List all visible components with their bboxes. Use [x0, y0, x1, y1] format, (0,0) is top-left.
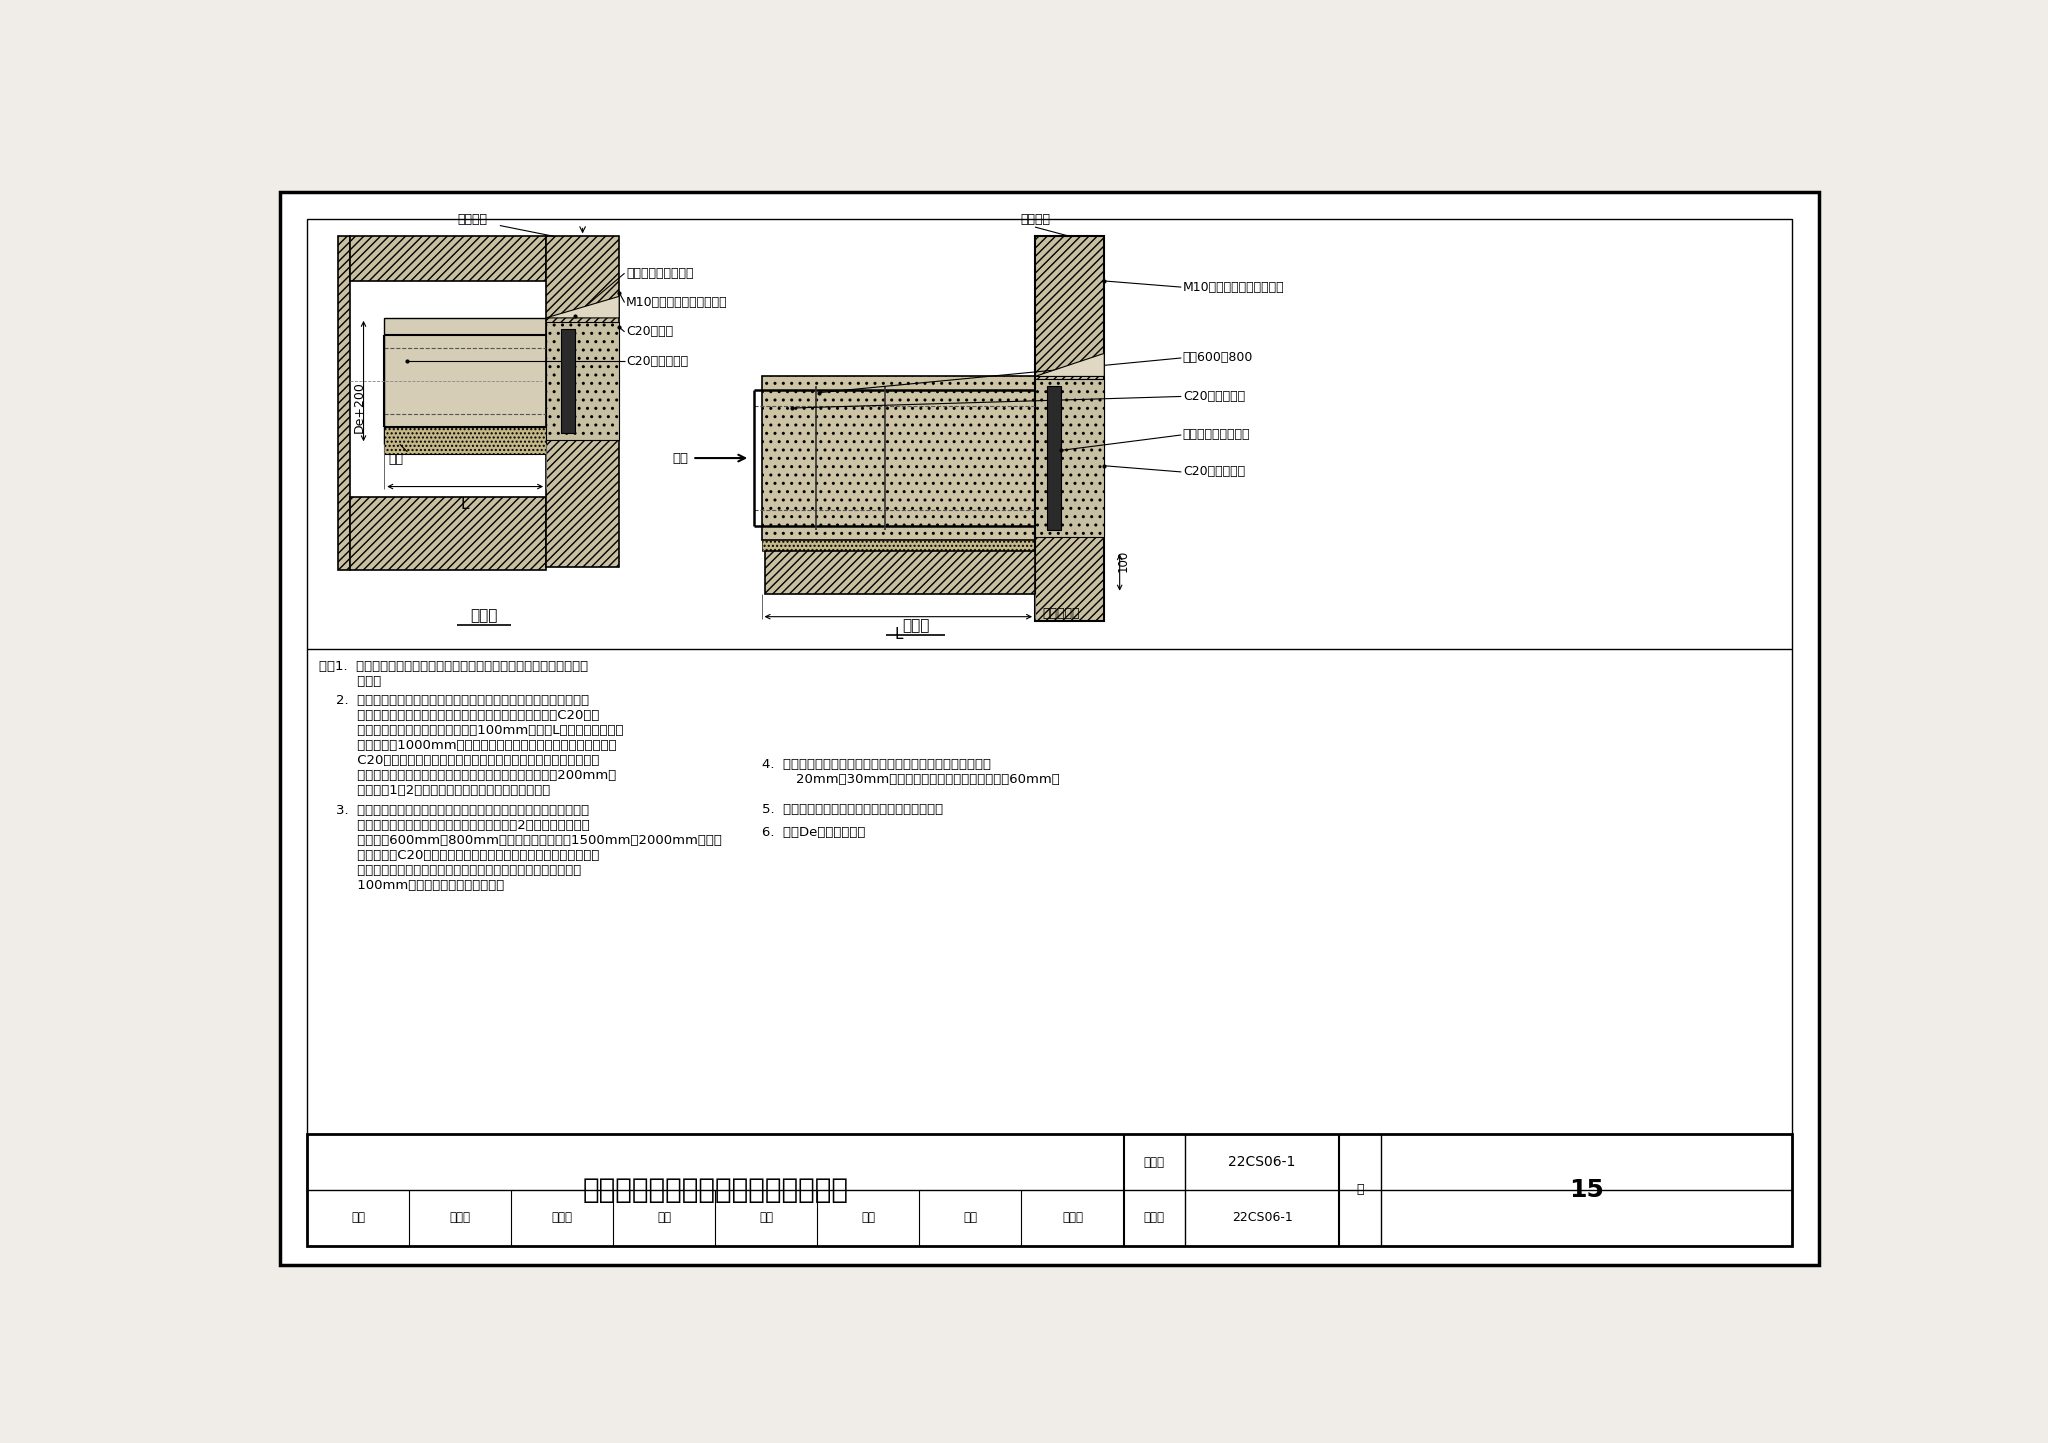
Text: 短管长度600mm～800mm；过渡段总长度宜为1500mm～2000mm。连接: 短管长度600mm～800mm；过渡段总长度宜为1500mm～2000mm。连接 — [319, 834, 721, 847]
Text: 查井。: 查井。 — [319, 675, 381, 688]
Text: C20现浇混凝土: C20现浇混凝土 — [1184, 466, 1245, 479]
Bar — [1034, 237, 1104, 622]
Text: L: L — [461, 498, 469, 512]
Text: M10防水水泥砂浆抹三角灰: M10防水水泥砂浆抹三角灰 — [1184, 280, 1284, 293]
Text: 径且不小于1000mm，下方与井底板浇成一体，强度等级不得低于: 径且不小于1000mm，下方与井底板浇成一体，强度等级不得低于 — [319, 739, 616, 752]
Text: 22CS06-1: 22CS06-1 — [1229, 1154, 1296, 1169]
Text: M10防水水泥砂浆抹三角灰: M10防水水泥砂浆抹三角灰 — [627, 296, 727, 309]
Bar — [1034, 378, 1104, 537]
Text: 接口采用1：2内掺膨胀剂的水泥砂浆填实洞口空隙。: 接口采用1：2内掺膨胀剂的水泥砂浆填实洞口空隙。 — [319, 785, 551, 798]
Bar — [766, 551, 1034, 593]
Bar — [1047, 385, 1061, 531]
Text: C20混凝土包封: C20混凝土包封 — [627, 355, 688, 368]
Bar — [385, 427, 547, 455]
Text: 费喆: 费喆 — [760, 1211, 774, 1224]
Text: De+200: De+200 — [352, 381, 367, 433]
Text: 审核: 审核 — [352, 1211, 365, 1224]
Text: 王令之: 王令之 — [551, 1211, 573, 1224]
Text: 遇水膨胀橡胶密封圈: 遇水膨胀橡胶密封圈 — [1184, 429, 1251, 442]
Bar — [547, 322, 618, 440]
Bar — [350, 496, 547, 570]
Polygon shape — [385, 317, 547, 444]
Text: 刘洪令: 刘洪令 — [1063, 1211, 1083, 1224]
Text: （二）: （二） — [901, 619, 930, 633]
Text: 图集号: 图集号 — [1145, 1211, 1165, 1224]
Text: 100: 100 — [1116, 550, 1128, 573]
Text: 20mm～30mm；采用顶进施工时，可为管外径加60mm。: 20mm～30mm；采用顶进施工时，可为管外径加60mm。 — [778, 773, 1059, 786]
Polygon shape — [547, 296, 618, 317]
Text: 设计: 设计 — [963, 1211, 977, 1224]
Text: 电话: 电话 — [862, 1211, 874, 1224]
Text: 度不小于一倍管道外径并不小于过渡段总长度，包封厚度不小于: 度不小于一倍管道外径并不小于过渡段总长度，包封厚度不小于 — [319, 864, 582, 877]
Text: 6.  图中De为管道外径。: 6. 图中De为管道外径。 — [762, 825, 864, 838]
Text: 连接。连接处采用短管过渡，过渡段由不少于2节短管连接，每节: 连接。连接处采用短管过渡，过渡段由不少于2节短管连接，每节 — [319, 820, 590, 833]
Bar — [561, 329, 575, 433]
Text: 钢筋混凝土检查井与管道连接示意图: 钢筋混凝土检查井与管道连接示意图 — [582, 1176, 848, 1203]
Text: 过渡段采用C20素混凝土紧贴井外壁开始包封成矩形断面，包封长: 过渡段采用C20素混凝土紧贴井外壁开始包封成矩形断面，包封长 — [319, 848, 600, 861]
Text: 图集号: 图集号 — [1145, 1156, 1165, 1169]
Text: 注：1.  图中检查井可根据设计要求采用现浇混凝土检查井、预制混凝土检: 注：1. 图中检查井可根据设计要求采用现浇混凝土检查井、预制混凝土检 — [319, 659, 588, 672]
Text: C20混凝土: C20混凝土 — [627, 325, 674, 338]
Text: 检查井底板: 检查井底板 — [1042, 608, 1079, 620]
Text: 筑检查井时，应对上、下游管道接入检查井部分采用现浇C20混凝: 筑检查井时，应对上、下游管道接入检查井部分采用现浇C20混凝 — [319, 710, 600, 723]
Text: 土包封，混凝土包封的厚度不小于100mm，长度L不小于一倍管道外: 土包封，混凝土包封的厚度不小于100mm，长度L不小于一倍管道外 — [319, 724, 623, 737]
Text: 页: 页 — [1356, 1183, 1364, 1196]
Text: 短管600～800: 短管600～800 — [1184, 352, 1253, 365]
Text: 5.  管径较大的管道顶部应设置减压或泄压构件。: 5. 管径较大的管道顶部应设置减压或泄压构件。 — [762, 804, 942, 817]
Text: 时，应在井壁上预留安装洞口，洞口不应小于管材外径加200mm，: 时，应在井壁上预留安装洞口，洞口不应小于管材外径加200mm， — [319, 769, 616, 782]
Text: 检查井壁: 检查井壁 — [457, 212, 487, 225]
Bar — [762, 540, 1034, 551]
Bar — [762, 377, 1034, 540]
Text: 15: 15 — [1569, 1177, 1604, 1202]
Text: （一）: （一） — [471, 609, 498, 623]
Bar — [350, 237, 547, 281]
Text: 管材: 管材 — [389, 453, 403, 466]
Text: 3.  图（二）适用于软土地基或不均匀地层上的塑料管道与检查井柔性: 3. 图（二）适用于软土地基或不均匀地层上的塑料管道与检查井柔性 — [319, 804, 590, 817]
Text: 王奎之: 王奎之 — [451, 1211, 471, 1224]
Bar — [307, 1134, 1792, 1245]
Text: C20混凝土包封: C20混凝土包封 — [1184, 390, 1245, 403]
Text: 校对: 校对 — [657, 1211, 672, 1224]
Text: C20，且管端处应设遇水膨胀橡胶圈。当检查井浇筑先于管道敷设: C20，且管端处应设遇水膨胀橡胶圈。当检查井浇筑先于管道敷设 — [319, 755, 600, 768]
Text: 22CS06-1: 22CS06-1 — [1231, 1211, 1292, 1224]
Text: 4.  检查井预留接管孔径：采用柔性接口时，应为插入管外径加: 4. 检查井预留接管孔径：采用柔性接口时，应为插入管外径加 — [762, 759, 991, 772]
Polygon shape — [1034, 354, 1104, 377]
Text: 100mm，下方与井底板浇成一体。: 100mm，下方与井底板浇成一体。 — [319, 879, 504, 892]
Text: L: L — [895, 628, 903, 642]
Bar — [547, 237, 618, 567]
Text: 遇水膨胀橡胶密封圈: 遇水膨胀橡胶密封圈 — [627, 267, 694, 280]
Bar — [338, 237, 350, 570]
Text: 检查井壁: 检查井壁 — [1020, 212, 1051, 225]
Text: 2.  图（一）适用于塑料管道与检查井柔性连接，当管材敷设到位后浇: 2. 图（一）适用于塑料管道与检查井柔性连接，当管材敷设到位后浇 — [319, 694, 590, 707]
Text: 进水: 进水 — [672, 452, 688, 465]
